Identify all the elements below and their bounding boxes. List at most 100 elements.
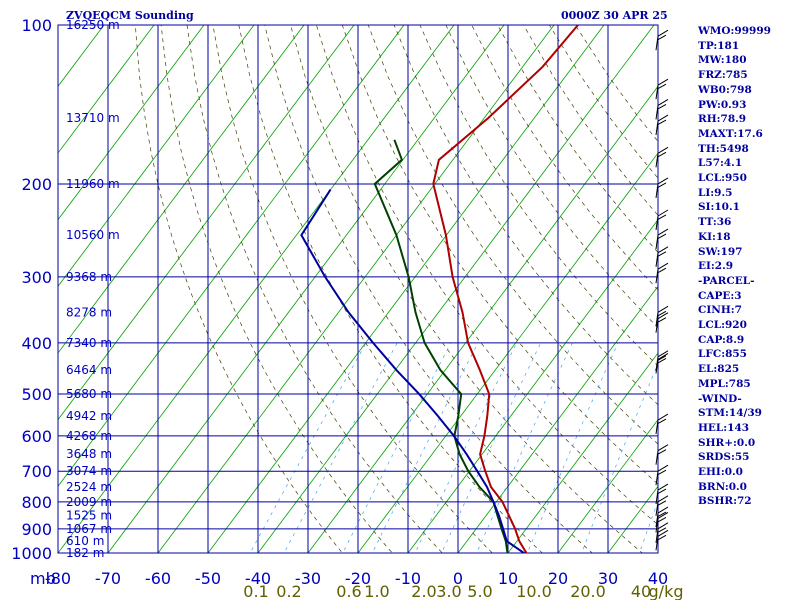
temperature-label: -20: [345, 569, 371, 588]
sounding-index: -WIND-: [698, 392, 742, 405]
isotherm-line: [207, 25, 605, 553]
sounding-index: TT:36: [698, 216, 732, 229]
sounding-index: LCL:920: [698, 319, 747, 331]
mixing-ratio-line: [283, 342, 398, 553]
temperature-label: -10: [395, 569, 421, 588]
dry-adiabat: [471, 25, 658, 291]
temperature-label: 20: [548, 569, 568, 588]
dry-adiabat: [264, 25, 593, 553]
sounding-index: MAXT:17.6: [698, 127, 763, 140]
dry-adiabat: [316, 25, 658, 526]
sounding-index: BSHR:72: [698, 495, 752, 508]
pressure-label: 1000: [11, 544, 52, 563]
mixing-ratio-label: 0.6: [336, 582, 361, 600]
height-label: 1067 m: [66, 522, 112, 536]
mixing-ratio-line: [249, 342, 367, 553]
temperature-label: -70: [95, 569, 121, 588]
mixing-ratio-line: [639, 500, 658, 553]
sounding-index: SW:197: [698, 245, 743, 258]
temperature-label: -30: [295, 569, 321, 588]
wind-barb: [655, 464, 669, 486]
wind-barb: [655, 98, 669, 120]
sounding-index: LFC:855: [698, 348, 747, 361]
mixing-ratio-label: 40: [631, 582, 651, 600]
pressure-label: 900: [21, 520, 52, 539]
pressure-label: 700: [21, 462, 52, 481]
sounding-index: WB0:798: [698, 83, 752, 96]
dry-adiabat: [549, 25, 658, 179]
mixing-ratio-line: [476, 342, 573, 553]
wind-barb: [655, 495, 669, 516]
wind-barb: [655, 29, 669, 51]
wind-barb: [655, 246, 669, 267]
sounding-index: RH:78.9: [698, 113, 747, 126]
temperature-label: 30: [598, 569, 618, 588]
pressure-label: 300: [21, 268, 52, 287]
dry-adiabat: [574, 25, 658, 142]
wind-barb: [655, 413, 669, 435]
height-label: 11960 m: [66, 177, 120, 191]
isotherm-line: [58, 25, 305, 354]
height-label: 3074 m: [66, 464, 112, 478]
wind-barb: [655, 146, 669, 168]
wind-barb: [655, 312, 669, 333]
wind-barb: [655, 114, 669, 136]
dewpoint-profile: [373, 139, 509, 553]
sounding-index: EI:2.9: [698, 260, 734, 273]
sounding-index: SRDS:55: [698, 451, 750, 464]
sounding-index: MW:180: [698, 54, 747, 67]
dry-adiabat: [341, 25, 658, 485]
height-label: 4268 m: [66, 429, 112, 443]
dry-adiabat: [290, 25, 643, 553]
isotherm-line: [257, 25, 655, 553]
mixing-ratio-line: [441, 342, 542, 553]
mixing-ratio-line: [342, 342, 452, 553]
isotherm-line: [357, 152, 658, 553]
height-label: 13710 m: [66, 111, 120, 125]
height-label: 16250 m: [66, 18, 120, 32]
height-label: 1525 m: [66, 509, 112, 523]
height-label: 8278 m: [66, 305, 112, 319]
wind-barb: [655, 483, 669, 505]
wind-barb: [655, 262, 669, 284]
sounding-index: EHI:0.0: [698, 466, 743, 478]
wind-barb: [655, 78, 669, 100]
sounding-index: MPL:785: [698, 377, 751, 390]
isotherm-line: [157, 25, 555, 553]
isotherm-line: [58, 25, 355, 421]
mixing-ratio-label: 0.2: [276, 582, 301, 600]
chart-title: ZVQEQCM Sounding: [66, 9, 194, 22]
dry-adiabat: [134, 25, 343, 553]
wind-barb: [655, 177, 669, 199]
dry-adiabat: [523, 25, 658, 216]
height-label: 182 m: [66, 546, 104, 560]
isotherm-line: [107, 25, 505, 553]
isotherm-line: [58, 25, 155, 154]
parcel-profile: [300, 189, 526, 553]
mixing-ratio-label: g/kg: [649, 582, 684, 600]
dry-adiabat: [160, 25, 393, 553]
dry-adiabat: [445, 25, 658, 329]
isotherm-line: [557, 418, 658, 553]
mixing-ratio-line: [414, 342, 518, 553]
pressure-label: 800: [21, 493, 52, 512]
wind-barb: [655, 529, 669, 551]
pressure-label: 600: [21, 427, 52, 446]
isotherm-line: [407, 218, 658, 553]
height-label: 7340 m: [66, 336, 112, 350]
height-label: 610 m: [66, 534, 104, 548]
dry-adiabat: [393, 25, 658, 406]
sounding-index: L57:4.1: [698, 157, 743, 170]
dry-adiabat: [367, 25, 658, 445]
temperature-label: -60: [145, 569, 171, 588]
sounding-index: SHR+:0.0: [698, 436, 756, 449]
mixing-ratio-label: 10.0: [516, 582, 552, 600]
wind-barb: [655, 511, 669, 533]
wind-barb: [655, 228, 669, 250]
temperature-label: -50: [195, 569, 221, 588]
sounding-index: HEL:143: [698, 421, 750, 434]
mixing-ratio-line: [372, 342, 479, 553]
sounding-index: STM:14/39: [698, 407, 762, 420]
wind-barb: [655, 522, 669, 543]
